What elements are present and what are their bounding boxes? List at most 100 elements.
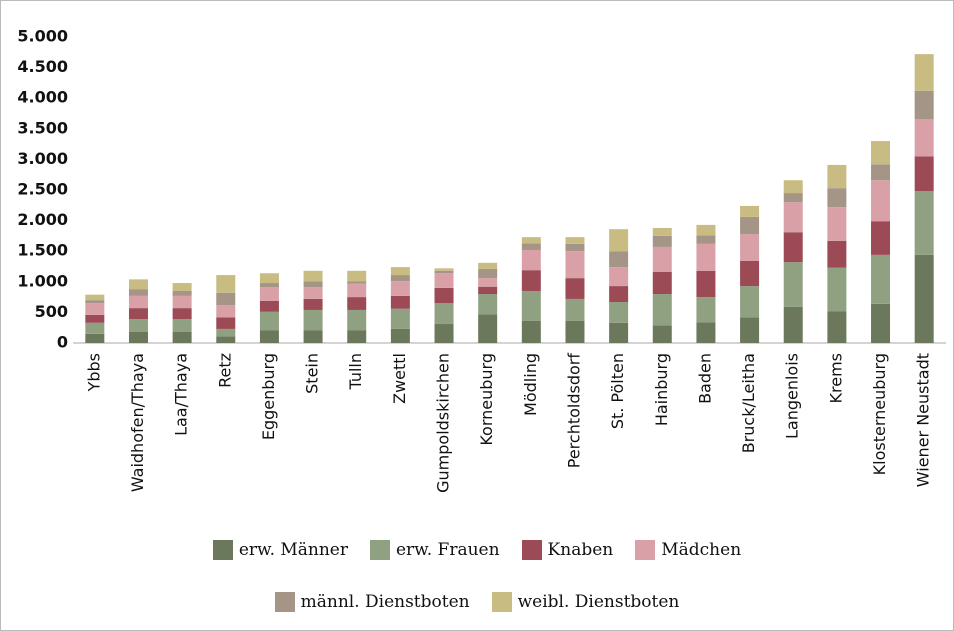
- bar-segment: [172, 295, 192, 309]
- x-tick-label: Baden: [695, 353, 714, 404]
- y-tick-label: 5.000: [17, 27, 68, 46]
- x-tick-label: Bruck/Leitha: [739, 353, 758, 453]
- bar-segment: [434, 287, 454, 304]
- bar-segment: [259, 311, 279, 331]
- bar-segment: [85, 333, 105, 343]
- bar-segment: [740, 234, 760, 261]
- legend-item: erw. Frauen: [370, 540, 500, 560]
- bar-segment: [303, 309, 323, 331]
- bar-segment: [696, 224, 716, 236]
- bar-segment: [347, 281, 367, 284]
- plot: 0 500 1.000 1.500 2.000 2.500 3.000 3.500 4.000 4…: [17, 27, 946, 493]
- x-tick-label: Ybbs: [84, 353, 103, 392]
- bar-segment: [740, 205, 760, 217]
- bar-segment: [914, 119, 934, 157]
- bar-segment: [914, 54, 934, 91]
- bar-segment: [652, 325, 672, 343]
- bar-segment: [565, 237, 585, 244]
- x-tick-label: Eggenburg: [259, 353, 278, 440]
- bar-segment: [259, 287, 279, 301]
- bar-segment: [871, 303, 891, 343]
- bar-segment: [914, 191, 934, 255]
- bar-segment: [85, 300, 105, 304]
- y-tick-label: 0: [57, 333, 68, 352]
- bar-segment: [521, 320, 541, 343]
- bar-segment: [128, 319, 148, 332]
- bar-segment: [390, 267, 410, 276]
- bar-segment: [128, 295, 148, 309]
- bar-segment: [303, 298, 323, 310]
- bar-segment: [871, 180, 891, 222]
- bar-segment: [259, 273, 279, 284]
- bar-segment: [478, 268, 498, 279]
- bar-segment: [609, 251, 629, 268]
- bar-segment: [696, 270, 716, 298]
- bar-segment: [347, 270, 367, 282]
- bar-segment: [85, 294, 105, 301]
- bar-segment: [740, 260, 760, 287]
- x-tick-label: Krems: [826, 353, 845, 403]
- bar-segment: [216, 275, 236, 293]
- legend-swatch: [635, 540, 656, 560]
- bar-segment: [303, 281, 323, 288]
- bar-segment: [390, 308, 410, 329]
- bar-segment: [347, 297, 367, 310]
- bar-segment: [434, 303, 454, 325]
- y-tick-label: 2.000: [17, 210, 68, 229]
- x-tick-label: Tulln: [346, 353, 365, 391]
- bar-segment: [827, 207, 847, 241]
- bar-segment: [172, 308, 192, 320]
- legend-row: erw. Männer erw. Frauen Knaben Mädchen: [1, 540, 953, 560]
- x-tick-label: Zwettl: [390, 353, 409, 404]
- bar-segment: [827, 240, 847, 268]
- x-tick-label: Wiener Neustadt: [914, 353, 933, 487]
- legend-swatch: [491, 592, 512, 612]
- legend-item: weibl. Dienstboten: [491, 592, 679, 612]
- legend-swatch: [521, 540, 542, 560]
- x-tick-label: Retz: [215, 353, 234, 388]
- bar-segment: [434, 268, 454, 271]
- bar-segment: [609, 301, 629, 323]
- x-tick-label: Mödling: [521, 353, 540, 416]
- bar-segment: [303, 270, 323, 282]
- bar-segment: [347, 283, 367, 298]
- x-tick-label: St. Pölten: [608, 353, 627, 429]
- bar-segment: [478, 286, 498, 295]
- y-tick-label: 500: [35, 302, 68, 321]
- bar-segment: [216, 336, 236, 343]
- y-tick-label: 2.500: [17, 180, 68, 199]
- y-tick-label: 4.000: [17, 88, 68, 107]
- bar-segment: [434, 273, 454, 288]
- bar-segment: [128, 331, 148, 343]
- bar-segment: [783, 262, 803, 307]
- bar-segment: [303, 287, 323, 299]
- bar-segment: [783, 202, 803, 233]
- bar-segment: [609, 322, 629, 343]
- x-tick-label: Stein: [303, 353, 322, 394]
- bar-segment: [478, 262, 498, 269]
- y-tick-label: 1.500: [17, 241, 68, 260]
- bar-segment: [259, 283, 279, 288]
- x-tick-label: Langenlois: [783, 353, 802, 439]
- bar-segment: [259, 300, 279, 312]
- legend-label: Knaben: [547, 540, 614, 560]
- bar-segment: [259, 330, 279, 343]
- legend-label: erw. Männer: [238, 540, 348, 560]
- bar-segment: [871, 254, 891, 304]
- bar-segment: [696, 297, 716, 323]
- x-tick-label: Waidhofen/Thaya: [128, 353, 147, 492]
- bar-segment: [914, 254, 934, 343]
- bar-segment: [609, 229, 629, 252]
- bar-segment: [914, 90, 934, 120]
- bar-segment: [827, 311, 847, 343]
- legend-swatch: [274, 592, 295, 612]
- bar-segment: [128, 308, 148, 320]
- x-tick-label: Klosterneuburg: [870, 353, 889, 475]
- bar-segment: [521, 237, 541, 244]
- bar-segment: [434, 324, 454, 343]
- bar-segment: [478, 278, 498, 287]
- x-tick-label: Hainburg: [652, 353, 671, 426]
- bar-segment: [565, 298, 585, 321]
- bar-segment: [478, 294, 498, 315]
